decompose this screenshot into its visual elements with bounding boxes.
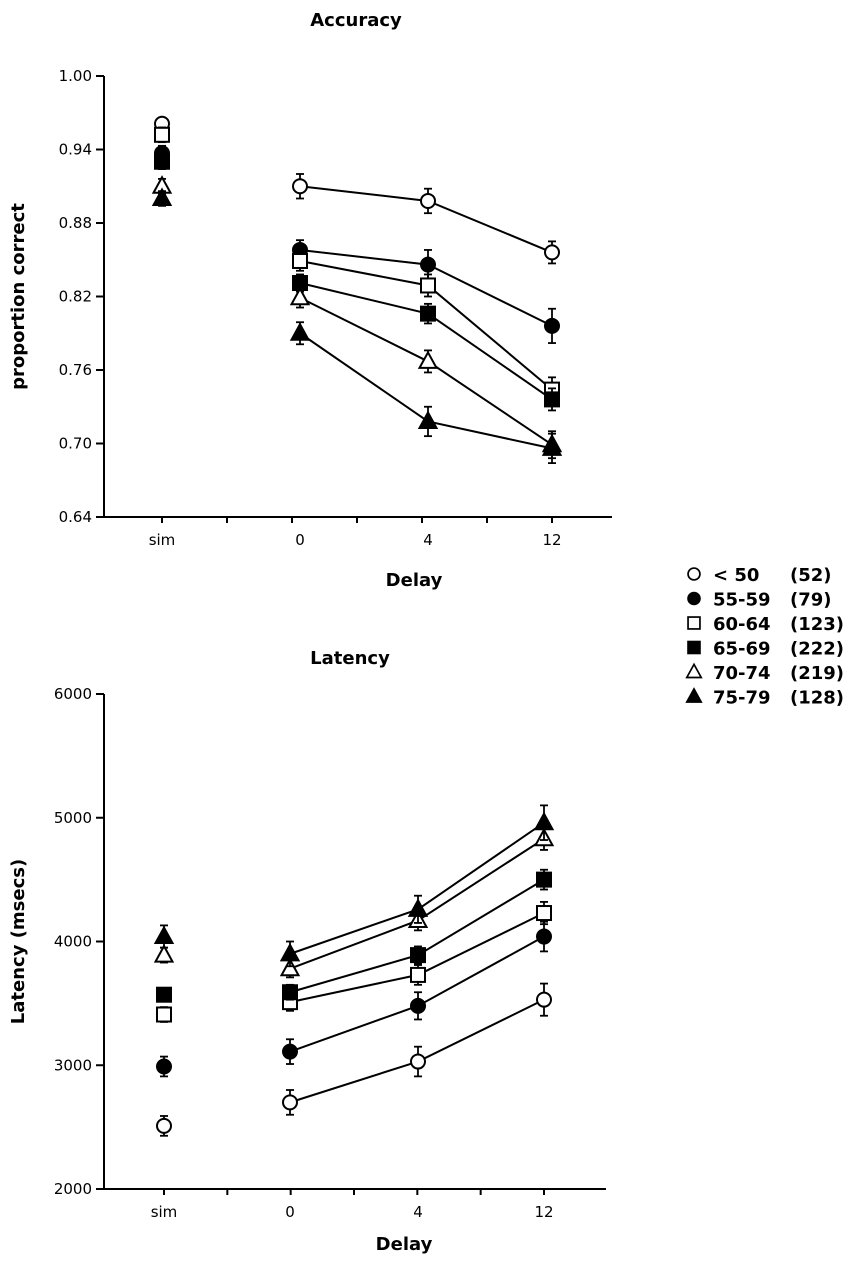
data-point-3-0 xyxy=(157,988,171,1002)
data-point-1-2 xyxy=(421,258,435,272)
legend-count: (219) xyxy=(790,663,844,684)
data-point-2-1 xyxy=(293,254,307,268)
y-tick-label: 1.00 xyxy=(59,67,92,85)
data-point-3-3 xyxy=(545,392,559,406)
x-tick-label: 4 xyxy=(423,531,433,549)
x-tick-label: sim xyxy=(151,1203,178,1221)
x-tick-label: 0 xyxy=(285,1203,295,1221)
data-point-1-0 xyxy=(157,1059,171,1073)
data-point-1-3 xyxy=(545,319,559,333)
chart-title: Latency xyxy=(310,648,390,669)
legend-marker-icon xyxy=(688,617,700,629)
legend-item: 55-59 (79) xyxy=(688,590,831,611)
data-point-0-0 xyxy=(157,1119,171,1133)
data-point-5-0 xyxy=(156,928,173,944)
data-point-3-2 xyxy=(421,307,435,321)
data-point-2-2 xyxy=(411,968,425,982)
legend-count: (79) xyxy=(790,590,832,611)
legend-label: 75-79 xyxy=(713,688,771,709)
y-tick-label: 2000 xyxy=(54,1180,92,1198)
series-line-5 xyxy=(290,823,544,954)
legend-label: 70-74 xyxy=(713,663,771,684)
legend-count: (123) xyxy=(790,614,844,635)
y-tick-label: 0.94 xyxy=(59,141,92,159)
legend-label: 55-59 xyxy=(713,590,771,611)
y-tick-label: 4000 xyxy=(54,933,92,951)
y-axis-label: Latency (msecs) xyxy=(8,859,29,1024)
y-tick-label: 0.64 xyxy=(59,508,92,526)
x-tick-label: 4 xyxy=(413,1203,423,1221)
data-point-3-0 xyxy=(155,155,169,169)
y-tick-label: 6000 xyxy=(54,685,92,703)
legend-label: < 50 xyxy=(713,565,759,586)
legend-marker-icon xyxy=(687,689,701,702)
legend-count: (222) xyxy=(790,639,844,660)
x-axis-label: Delay xyxy=(376,1234,433,1255)
series-line-3 xyxy=(300,283,552,399)
series-line-0 xyxy=(290,1000,544,1103)
data-point-0-1 xyxy=(293,179,307,193)
data-point-4-2 xyxy=(420,352,437,368)
data-point-3-2 xyxy=(411,948,425,962)
legend-item: < 50 (52) xyxy=(688,565,831,586)
data-point-0-2 xyxy=(411,1055,425,1069)
data-point-5-3 xyxy=(536,814,553,830)
legend-item: 65-69 (222) xyxy=(688,639,844,660)
legend-count: (128) xyxy=(790,688,844,709)
chart-title: Accuracy xyxy=(310,10,402,31)
legend-count: (52) xyxy=(790,565,832,586)
data-point-1-3 xyxy=(537,930,551,944)
data-point-0-3 xyxy=(537,993,551,1007)
data-point-0-3 xyxy=(545,245,559,259)
y-axis-label: proportion correct xyxy=(8,203,29,390)
legend: < 50 (52) 55-59 (79) 60-64 (123) 65-69 (222) 70-… xyxy=(687,565,844,709)
legend-item: 70-74 (219) xyxy=(687,663,844,684)
legend-marker-icon xyxy=(687,664,701,677)
data-point-5-2 xyxy=(420,412,437,428)
legend-marker-icon xyxy=(688,593,700,605)
legend-label: 65-69 xyxy=(713,639,771,660)
data-point-5-1 xyxy=(292,324,309,340)
data-point-2-0 xyxy=(157,1008,171,1022)
x-axis-label: Delay xyxy=(386,570,443,591)
data-point-2-2 xyxy=(421,278,435,292)
data-point-0-2 xyxy=(421,194,435,208)
x-tick-label: 12 xyxy=(534,1203,553,1221)
data-point-2-3 xyxy=(537,906,551,920)
x-tick-label: sim xyxy=(149,531,176,549)
y-tick-label: 0.88 xyxy=(59,214,92,232)
data-point-5-2 xyxy=(410,900,427,916)
y-tick-label: 0.70 xyxy=(59,435,92,453)
legend-item: 60-64 (123) xyxy=(688,614,844,635)
y-tick-label: 3000 xyxy=(54,1056,92,1074)
y-tick-label: 0.82 xyxy=(59,288,92,306)
x-tick-label: 0 xyxy=(295,531,305,549)
legend-marker-icon xyxy=(688,642,700,654)
data-point-1-1 xyxy=(283,1045,297,1059)
legend-item: 75-79 (128) xyxy=(687,688,844,709)
legend-label: 60-64 xyxy=(713,614,771,635)
y-tick-label: 5000 xyxy=(54,809,92,827)
latency-panel: Latency 2000 3000 4000 5000 6000 sim 0 4 12 Delay L… xyxy=(8,648,606,1255)
data-point-0-1 xyxy=(283,1095,297,1109)
y-tick-label: 0.76 xyxy=(59,361,92,379)
data-point-3-1 xyxy=(283,985,297,999)
x-tick-label: 12 xyxy=(542,531,561,549)
accuracy-panel: Accuracy 0.64 0.70 0.76 0.82 0.88 0.94 1.00 sim 0… xyxy=(8,10,612,591)
data-point-1-2 xyxy=(411,999,425,1013)
data-point-2-0 xyxy=(155,128,169,142)
legend-marker-icon xyxy=(688,568,700,580)
data-point-3-3 xyxy=(537,873,551,887)
data-point-4-1 xyxy=(292,289,309,305)
